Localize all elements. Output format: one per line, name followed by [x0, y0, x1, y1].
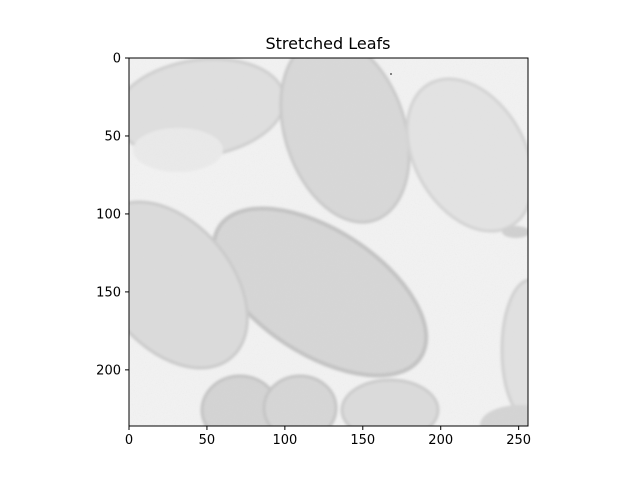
y-axis-ticks: 0 50 100 150 200 [96, 52, 129, 378]
x-tick-label: 100 [272, 433, 297, 448]
chart-title: Stretched Leafs [265, 34, 390, 53]
x-tick-label: 50 [199, 433, 216, 448]
y-tick-label: 150 [96, 285, 121, 300]
x-tick-label: 150 [350, 433, 375, 448]
y-tick-label: 50 [104, 129, 121, 144]
axes-frame [128, 57, 529, 427]
micrograph-image [129, 58, 528, 426]
speck-dot [390, 73, 392, 75]
x-axis-ticks: 0 50 100 150 200 250 [125, 426, 531, 448]
y-tick-label: 100 [96, 207, 121, 222]
y-tick-label: 200 [96, 363, 121, 378]
x-tick-label: 0 [125, 433, 133, 448]
x-tick-label: 200 [428, 433, 453, 448]
speckle-texture [129, 58, 528, 426]
x-tick-label: 250 [506, 433, 531, 448]
y-tick-label: 0 [113, 52, 121, 67]
